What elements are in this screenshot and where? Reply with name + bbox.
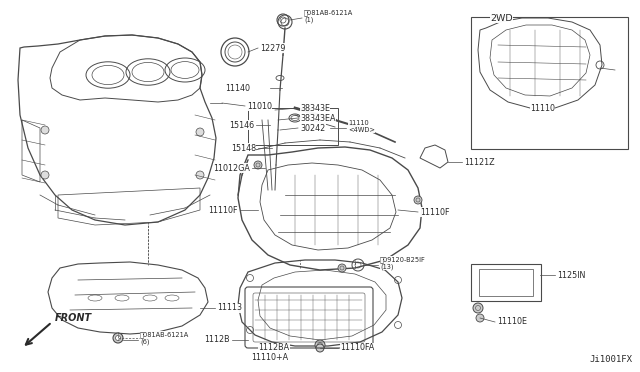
Text: 38343E: 38343E <box>300 103 330 112</box>
Circle shape <box>196 171 204 179</box>
Text: 12279: 12279 <box>260 44 285 52</box>
Text: 2WD: 2WD <box>490 13 513 22</box>
Text: 11110E: 11110E <box>497 317 527 327</box>
Text: Ji1001FX: Ji1001FX <box>589 356 632 365</box>
Text: 11110: 11110 <box>530 103 555 112</box>
Text: Ⓒ081AB-6121A
(6): Ⓒ081AB-6121A (6) <box>140 331 189 345</box>
Text: 11113: 11113 <box>217 304 242 312</box>
Text: 15146: 15146 <box>229 121 254 129</box>
Circle shape <box>41 126 49 134</box>
Text: 1125IN: 1125IN <box>557 270 586 279</box>
Text: FRONT: FRONT <box>55 313 92 323</box>
Text: 11110+A: 11110+A <box>252 353 289 362</box>
Circle shape <box>115 336 120 340</box>
Text: 11110F: 11110F <box>209 205 238 215</box>
Circle shape <box>41 171 49 179</box>
Text: 15148: 15148 <box>231 144 256 153</box>
Circle shape <box>473 303 483 313</box>
Text: 1112B: 1112B <box>204 336 230 344</box>
Text: 11010: 11010 <box>247 102 272 110</box>
Circle shape <box>414 196 422 204</box>
Text: 11110F: 11110F <box>420 208 449 217</box>
Circle shape <box>315 340 325 350</box>
Circle shape <box>338 264 346 272</box>
Circle shape <box>476 314 484 322</box>
Circle shape <box>196 128 204 136</box>
Text: 11121Z: 11121Z <box>464 157 495 167</box>
Text: 11110FA: 11110FA <box>340 343 374 353</box>
Text: 38343EA: 38343EA <box>300 113 335 122</box>
Circle shape <box>113 333 123 343</box>
Text: 11110
<4WD>: 11110 <4WD> <box>348 119 375 132</box>
Text: 11140: 11140 <box>225 83 250 93</box>
Circle shape <box>316 344 324 352</box>
Text: Ⓒ09120-B25IF
(13): Ⓒ09120-B25IF (13) <box>380 256 426 270</box>
Text: 11012GA: 11012GA <box>213 164 250 173</box>
Circle shape <box>254 161 262 169</box>
Circle shape <box>381 261 389 269</box>
Text: 1112BA: 1112BA <box>258 343 289 353</box>
Text: 30242: 30242 <box>300 124 325 132</box>
Text: Ⓒ081AB-6121A
(1): Ⓒ081AB-6121A (1) <box>304 9 353 23</box>
